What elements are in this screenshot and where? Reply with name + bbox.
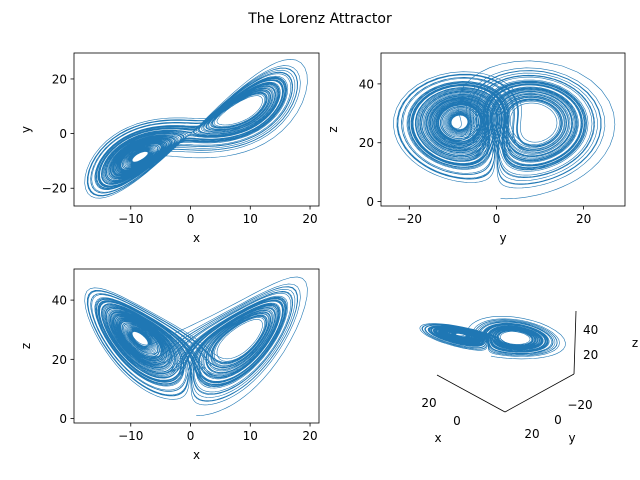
y-tick-label: 20: [52, 72, 67, 86]
y-axis-label: y: [19, 126, 33, 133]
y-axis-label-3d: y: [568, 431, 575, 445]
y-tick-label: 40: [52, 294, 67, 308]
x-tick-label: 0: [493, 212, 501, 226]
x-tick-label: 20: [576, 212, 591, 226]
x-tick-label: −20: [397, 212, 422, 226]
trajectory-line: [84, 59, 308, 199]
x-tick-label: 20: [302, 429, 317, 443]
x-axis-line-3d: [436, 374, 506, 413]
x-tick-label: −10: [118, 212, 143, 226]
x-axis-label: x: [193, 448, 200, 462]
y-tick-label: −20: [42, 182, 67, 196]
x-axis-label-3d: x: [434, 431, 441, 445]
panel-x-z: −10 0 10 20 0 20 40 x z: [19, 268, 320, 462]
z-axis-label-3d: z: [632, 336, 638, 350]
figure-title: The Lorenz Attractor: [247, 11, 392, 27]
x-tick-label: 10: [243, 429, 258, 443]
y-tick-label: 0: [59, 127, 67, 141]
y-tick-label-3d: 0: [554, 413, 562, 427]
panel-x-y: −10 0 10 20 −20 0 20 x y: [19, 52, 320, 245]
axes-frame: [380, 52, 626, 207]
x-tick-label: 20: [302, 212, 317, 226]
x-axis-label: x: [193, 231, 200, 245]
x-tick-label: 0: [187, 212, 195, 226]
y-tick-label: 0: [366, 195, 374, 209]
y-axis-label: z: [326, 126, 340, 132]
x-tick-label: 0: [187, 429, 195, 443]
x-tick-label-3d: 0: [453, 414, 461, 428]
x-tick-label: −10: [118, 429, 143, 443]
trajectory-line: [84, 276, 308, 416]
x-axis-label: y: [499, 231, 506, 245]
panel-3d: 20 0 −20 0 20 20 40 x y z: [419, 310, 638, 445]
trajectory-3d-line: [419, 316, 566, 360]
y-tick-label: 20: [52, 353, 67, 367]
z-tick-label-3d: 20: [583, 348, 598, 362]
y-tick-label-3d: 20: [524, 427, 539, 441]
z-axis-line-3d: [573, 310, 577, 375]
axes-frame: [73, 52, 320, 207]
panel-y-z: −20 0 20 0 20 40 y z: [326, 52, 626, 245]
y-tick-label: 40: [359, 77, 374, 91]
y-tick-label: 0: [59, 412, 67, 426]
y-axis-line-3d: [504, 373, 575, 413]
x-tick-label: 10: [243, 212, 258, 226]
y-tick-label-3d: −20: [567, 398, 592, 412]
z-tick-label-3d: 40: [583, 323, 598, 337]
x-tick-label-3d: 20: [421, 396, 436, 410]
axes-frame: [73, 268, 320, 424]
y-axis-label: z: [19, 343, 33, 349]
trajectory-line: [393, 60, 616, 200]
y-tick-label: 20: [359, 136, 374, 150]
